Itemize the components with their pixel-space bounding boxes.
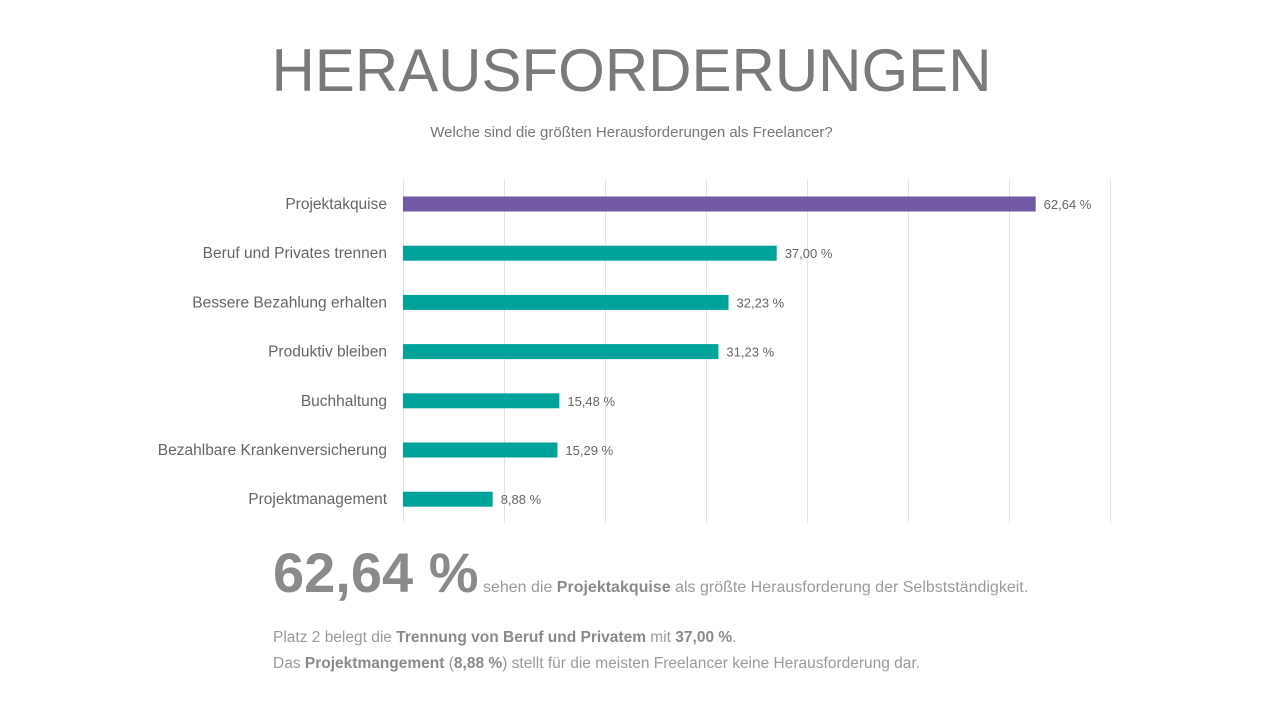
category-label: Produktiv bleiben [268,344,387,361]
summary-big-value: 62,64 % [273,541,479,604]
summary-text-part: als größte Herausforderung der Selbststä… [675,579,1029,596]
chart-subtitle: Welche sind die größten Herausforderunge… [430,124,833,141]
summary-text-part: sehen die [482,579,553,596]
summary-highlight: 37,00 % [675,629,733,646]
category-label: Bezahlbare Krankenversicherung [158,442,387,459]
data-label: 32,23 % [737,295,785,310]
bar [403,245,777,261]
page-title: HERAUSFORDERUNGEN [271,37,992,104]
summary-highlight: Projektakquise [556,579,671,596]
summary-text-part: ( [448,655,454,672]
data-label: 15,29 % [565,443,613,458]
data-label: 8,88 % [501,492,542,507]
category-label: Projektmanagement [248,491,387,508]
bar [403,491,493,507]
summary-line-3: Das Projektmangement (8,88 %) stellt für… [273,651,1173,677]
category-label: Buchhaltung [301,393,387,410]
category-label: Beruf und Privates trennen [203,245,387,262]
category-label: Bessere Bezahlung erhalten [192,294,387,311]
bar [403,393,560,409]
summary-highlight: Projektmangement [304,655,445,672]
bar [403,442,558,458]
summary-text-part: Das [273,655,301,672]
summary-line-1: 62,64 % sehen die Projektakquise als grö… [273,538,1173,623]
bar [403,196,1036,212]
summary-text-part: mit [650,629,671,646]
category-label: Projektakquise [285,196,387,213]
summary-text-part: ) stellt für die meisten Freelancer kein… [502,655,921,672]
summary-text-part: . [732,629,737,646]
data-label: 15,48 % [567,394,615,409]
summary-text-part: Platz 2 belegt die [273,629,392,646]
bar [403,344,719,360]
summary-highlight: 8,88 % [453,655,503,672]
data-label: 31,23 % [726,345,774,360]
bar [403,294,729,310]
summary-line-2: Platz 2 belegt die Trennung von Beruf un… [273,625,1173,651]
data-label: 37,00 % [785,246,833,261]
data-label: 62,64 % [1044,197,1092,212]
summary-text: 62,64 % sehen die Projektakquise als grö… [273,538,1173,677]
summary-highlight: Trennung von Beruf und Privatem [396,629,646,646]
